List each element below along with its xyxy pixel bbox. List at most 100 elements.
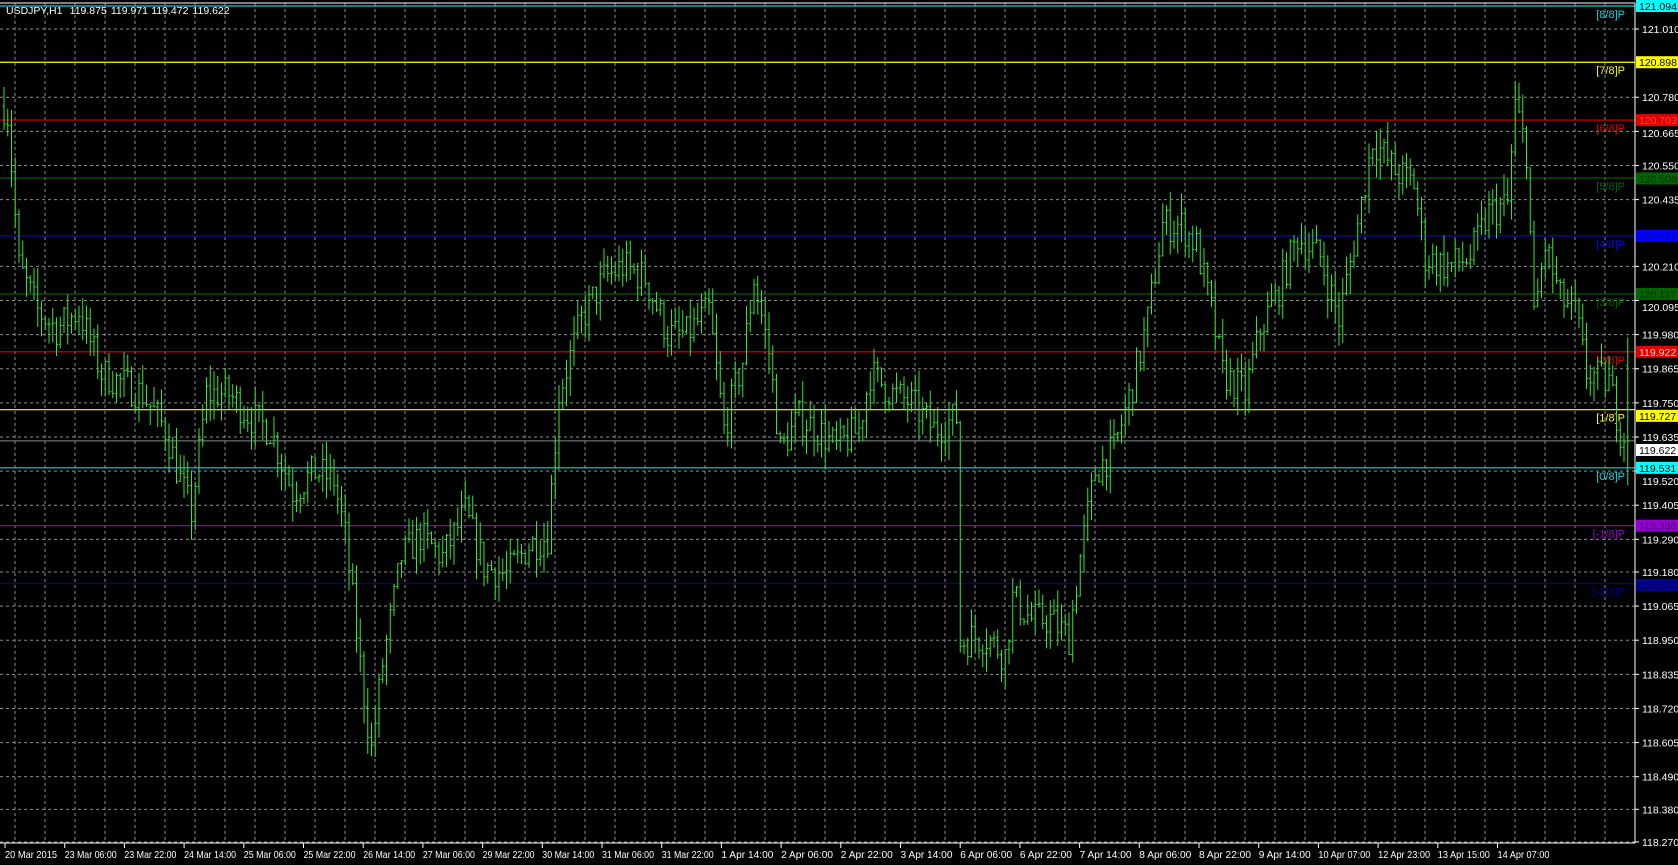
ohlc-bar <box>1112 419 1116 450</box>
ohlc-bar <box>1052 599 1056 615</box>
ohlc-bar <box>433 538 437 559</box>
level-price: 120.508 <box>1639 173 1677 185</box>
ohlc-bar <box>448 518 452 560</box>
ohlc-bar <box>793 393 797 443</box>
ohlc-bar <box>850 406 853 453</box>
ohlc-bar <box>493 567 497 600</box>
y-tick-label: 120.780 <box>1642 92 1678 104</box>
ohlc-bar <box>145 384 148 407</box>
ohlc-bar <box>223 368 227 398</box>
ohlc-bar <box>1142 317 1146 372</box>
ohlc-bar <box>895 372 898 403</box>
ohlc-bar <box>1547 243 1551 270</box>
ohlc-bar <box>1060 604 1063 641</box>
level-name: [1/8]P <box>1596 413 1625 425</box>
ohlc-bar <box>880 367 883 388</box>
ohlc-bar <box>73 308 77 331</box>
ohlc-bar <box>1153 269 1157 285</box>
ohlc-bar <box>1307 232 1311 274</box>
ohlc-bar <box>610 256 613 285</box>
ohlc-bar <box>1183 207 1187 257</box>
ohlc-bar <box>201 404 205 447</box>
ohlc-bar <box>1371 148 1375 167</box>
ohlc-bar <box>1022 618 1026 625</box>
ohlc-bar <box>572 316 576 367</box>
level-price: 119.141 <box>1639 580 1676 592</box>
ohlc-bar <box>580 305 583 334</box>
ohlc-bar <box>51 307 55 343</box>
ohlc-bar <box>1337 291 1341 346</box>
ohlc-bar <box>688 299 692 357</box>
ohlc-bar <box>651 298 655 315</box>
x-tick-label: 8 Apr 06:00 <box>1139 849 1191 861</box>
ohlc-bar <box>1360 196 1363 234</box>
ohlc-bar <box>1191 225 1195 263</box>
ohlc-bar <box>598 261 602 321</box>
ohlc-bar <box>970 609 973 658</box>
y-tick-label: 118.950 <box>1642 635 1678 647</box>
ohlc-bar <box>621 248 625 287</box>
x-tick-label: 1 Apr 14:00 <box>721 849 773 861</box>
ohlc-bar <box>321 443 325 492</box>
ohlc-bar <box>242 405 246 429</box>
ohlc-bar <box>317 474 321 483</box>
ohlc-bar <box>261 391 265 440</box>
ohlc-bar <box>1322 241 1326 286</box>
ohlc-bar <box>445 534 448 567</box>
x-tick-label: 13 Apr 15:00 <box>1438 849 1490 861</box>
y-tick-label: 120.210 <box>1642 261 1678 273</box>
ohlc-bar <box>396 563 400 590</box>
ohlc-bar <box>501 558 505 582</box>
ohlc-bar <box>1210 279 1213 307</box>
ohlc-bar <box>928 390 932 443</box>
y-tick-label: 119.635 <box>1642 432 1678 444</box>
ohlc-bar <box>1480 200 1483 235</box>
ohlc-bar <box>1281 248 1285 319</box>
ohlc-bar <box>868 371 872 410</box>
ohlc-bar <box>718 351 722 399</box>
ohlc-bar <box>407 518 411 543</box>
ohlc-bar <box>208 365 212 422</box>
ohlc-bar <box>1255 316 1258 359</box>
ohlc-bar <box>1018 579 1022 626</box>
ohlc-bar <box>711 288 715 335</box>
ohlc-bar <box>246 406 250 433</box>
ohlc-bar <box>21 240 25 269</box>
ohlc-bar <box>1412 168 1416 190</box>
ohlc-bar <box>370 722 373 757</box>
x-tick-label: 24 Mar 14:00 <box>184 849 236 861</box>
ohlc-bar <box>280 453 283 491</box>
symbol-timeframe: USDJPY,H1 <box>6 5 63 17</box>
ohlc-bar <box>748 300 752 333</box>
x-tick-label: 8 Apr 22:00 <box>1199 849 1251 861</box>
ohlc-bar <box>66 294 70 345</box>
ohlc-bar <box>853 407 857 434</box>
y-tick-label: 118.490 <box>1642 772 1678 784</box>
ohlc-bar <box>182 455 186 498</box>
ohlc-bar <box>883 383 887 413</box>
ohlc-bar <box>962 639 966 655</box>
ohlc-bar <box>482 541 486 587</box>
ohlc-bar <box>538 540 542 567</box>
ohlc-bar <box>1127 382 1131 426</box>
ohlc-bar <box>640 249 643 296</box>
ohlc-bar <box>1618 421 1622 457</box>
level-name: [-1/8]P <box>1593 529 1625 541</box>
x-tick-label: 6 Apr 22:00 <box>1020 849 1072 861</box>
ohlc-bar <box>1375 130 1378 178</box>
ohlc-bar <box>805 419 808 454</box>
y-tick-label: 119.980 <box>1642 330 1678 342</box>
ohlc-bar <box>1011 578 1015 654</box>
y-tick-label: 119.865 <box>1642 364 1678 376</box>
ohlc-bar <box>460 490 463 543</box>
ohlc-bar <box>291 468 295 522</box>
x-tick-label: 10 Apr 07:00 <box>1318 849 1370 861</box>
ohlc-bar <box>332 459 336 496</box>
ohlc-bar <box>1506 178 1510 205</box>
ohlc-bar <box>872 348 876 405</box>
ohlc-bar <box>733 361 737 399</box>
ohlc-bar <box>497 556 501 602</box>
ohlc-bar <box>677 306 681 349</box>
ohlc-bar <box>1446 251 1450 288</box>
